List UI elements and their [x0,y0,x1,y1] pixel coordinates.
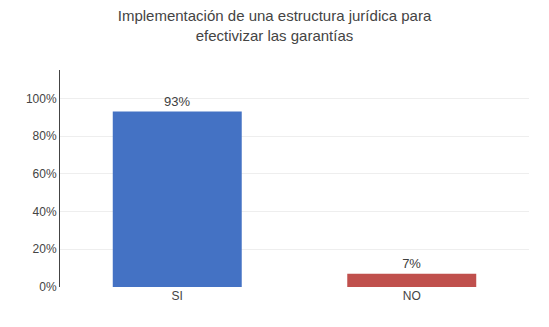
svg-text:100%: 100% [26,92,57,106]
svg-text:93%: 93% [164,94,190,109]
svg-text:Implementación de una estructu: Implementación de una estructura jurídic… [118,7,432,44]
svg-text:7%: 7% [402,256,421,271]
svg-text:NO: NO [403,289,421,303]
svg-text:80%: 80% [33,129,57,143]
svg-text:SI: SI [172,289,183,303]
svg-text:20%: 20% [33,242,57,256]
svg-text:60%: 60% [33,167,57,181]
svg-text:40%: 40% [33,205,57,219]
svg-text:0%: 0% [39,280,57,294]
